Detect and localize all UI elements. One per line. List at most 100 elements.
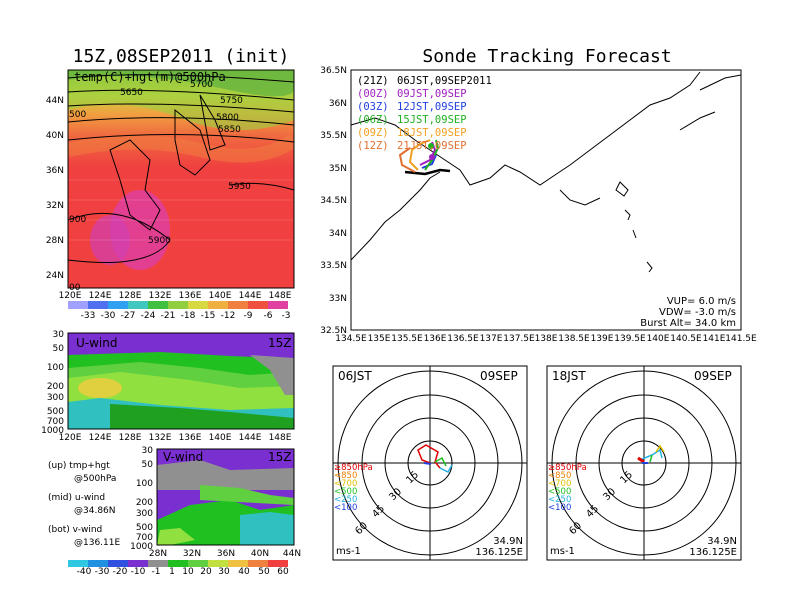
map-label: temp(C)+hgt(m)@500hPa <box>74 70 226 84</box>
wind-colorbar: -40 -30 -20 -10 -1 1 10 20 30 40 50 60 <box>68 560 289 577</box>
v-ytick: 200 <box>136 498 153 508</box>
track-xtick: 135E <box>368 334 391 344</box>
v-ytick: 300 <box>136 509 153 519</box>
hodo-right-units: ms-1 <box>550 546 575 557</box>
hodo-right-lon: 136.125E <box>689 547 737 558</box>
track-xtick: 141E <box>703 334 726 344</box>
vdw-label: VDW= -3.0 m/s <box>659 307 736 318</box>
hodo-left-date: 09SEP <box>480 369 518 383</box>
temp-cbar-label: -12 <box>221 311 236 321</box>
legend-up-line1: (up) tmp+hgt <box>48 461 110 471</box>
track-xtick: 137E <box>480 334 503 344</box>
map-xtick: 128E <box>119 291 142 301</box>
track-xtick: 141.5E <box>725 334 757 344</box>
level-label: <250 <box>334 495 357 505</box>
v-ytick: 100 <box>136 479 153 489</box>
temp-cbar-label: -18 <box>181 311 196 321</box>
track-y-ticks: 36.5N 36N 35.5N 35N 34.5N 34N 33.5N 33N … <box>320 66 347 336</box>
track-ytick: 33N <box>329 294 347 304</box>
level-label: <100 <box>548 503 571 513</box>
u-ytick: 100 <box>47 363 64 373</box>
map-ytick: 44N <box>46 96 64 106</box>
track-xtick: 139E <box>591 334 614 344</box>
track-run-list: (21Z) 06JST,09SEP2011 (00Z) 09JST,09SEP … <box>357 75 492 152</box>
map-ytick: 36N <box>46 166 64 176</box>
map-contour-labels: 5650 5700 5750 5800 5850 5950 5900 900 5… <box>69 80 251 293</box>
v-xtick: 32N <box>183 549 201 559</box>
contour-label-5700: 5700 <box>190 80 213 90</box>
u-ytick: 500 <box>47 407 64 417</box>
run-utc: (06Z) <box>357 114 389 126</box>
temp-cbar-label: -15 <box>201 311 216 321</box>
track-xtick: 137.5E <box>503 334 535 344</box>
run-utc: (00Z) <box>357 88 389 100</box>
track-x-ticks: 134.5E 135E 135.5E 136E 136.5E 137E 137.… <box>335 334 757 344</box>
u-ytick: 1000 <box>41 426 64 436</box>
v-ytick: 1000 <box>130 542 153 552</box>
u-ytick: 700 <box>47 417 64 427</box>
map-y-ticks: 44N 40N 36N 32N 28N 24N <box>46 96 64 281</box>
track-ytick: 32.5N <box>320 326 347 336</box>
run-jst: 09JST,09SEP <box>397 88 467 100</box>
track-xtick: 135.5E <box>391 334 423 344</box>
u-xtick: 148E <box>269 433 292 443</box>
hodo-right-date: 09SEP <box>694 369 732 383</box>
hodo-left-levels: ≥850hPa <850 <700 <500 <250 <100 <box>334 463 373 513</box>
temp-cbar-label: -6 <box>264 311 273 321</box>
u-xtick: 120E <box>59 433 82 443</box>
legend-up-line2: @500hPa <box>74 474 116 484</box>
hodo-right-time: 18JST <box>552 369 586 383</box>
wind-cbar-label: -1 <box>152 567 161 577</box>
contour-label-500: 500 <box>69 110 86 120</box>
map-xtick: 132E <box>149 291 172 301</box>
track-xtick: 134.5E <box>335 334 367 344</box>
level-label: <250 <box>548 495 571 505</box>
contour-label-900: 900 <box>69 215 86 225</box>
level-label: <500 <box>334 487 357 497</box>
map-title: 15Z,08SEP2011 (init) <box>73 46 290 67</box>
hodo-left-lat: 34.9N <box>493 536 523 547</box>
track-ytick: 34N <box>329 229 347 239</box>
track-line-12z <box>398 147 416 173</box>
v-ytick: 500 <box>136 523 153 533</box>
legend-bot-line2: @136.11E <box>74 538 120 548</box>
track-xtick: 138.5E <box>558 334 590 344</box>
track-line-21z <box>404 168 451 176</box>
u-wind-time: 15Z <box>268 336 292 350</box>
track-title: Sonde Tracking Forecast <box>422 46 671 67</box>
hodo-right-levels: ≥850hPa <850 <700 <500 <250 <100 <box>548 463 587 513</box>
track-ytick: 36N <box>329 99 347 109</box>
map-xtick: 148E <box>269 291 292 301</box>
temp-cbar-label: -21 <box>161 311 176 321</box>
u-ytick: 50 <box>53 344 65 354</box>
map-ytick: 28N <box>46 236 64 246</box>
legend-mid-line2: @34.86N <box>74 506 116 516</box>
legend-mid-line1: (mid) u-wind <box>48 493 105 503</box>
track-xtick: 138E <box>535 334 558 344</box>
level-label: <850 <box>548 471 571 481</box>
wind-cbar-label: -30 <box>95 567 110 577</box>
wind-cbar-label: 40 <box>238 567 250 577</box>
level-label: <700 <box>334 479 357 489</box>
track-ytick: 36.5N <box>320 66 347 76</box>
v-xtick: 28N <box>149 549 167 559</box>
u-xtick: 132E <box>149 433 172 443</box>
level-label: <850 <box>334 471 357 481</box>
wind-cbar-label: 30 <box>218 567 230 577</box>
hodo-right-lat: 34.9N <box>707 536 737 547</box>
map-xtick: 136E <box>179 291 202 301</box>
hodo-left-time: 06JST <box>338 369 372 383</box>
v-ytick: 50 <box>142 460 154 470</box>
temp-cbar-label: -27 <box>121 311 136 321</box>
map-x-ticks: 120E 124E 128E 132E 136E 140E 144E 148E <box>59 291 292 301</box>
level-label: <700 <box>548 479 571 489</box>
contour-label-5750: 5750 <box>220 96 243 106</box>
v-wind-time: 15Z <box>268 450 292 464</box>
map-ytick: 24N <box>46 271 64 281</box>
level-label: ≥850hPa <box>334 463 373 473</box>
burst-label: Burst Alt= 34.0 km <box>640 318 736 329</box>
v-xtick: 36N <box>217 549 235 559</box>
track-xtick: 136E <box>424 334 447 344</box>
u-y-ticks: 30 50 100 200 300 500 700 1000 <box>41 330 64 436</box>
wind-cbar-label: -10 <box>131 567 146 577</box>
